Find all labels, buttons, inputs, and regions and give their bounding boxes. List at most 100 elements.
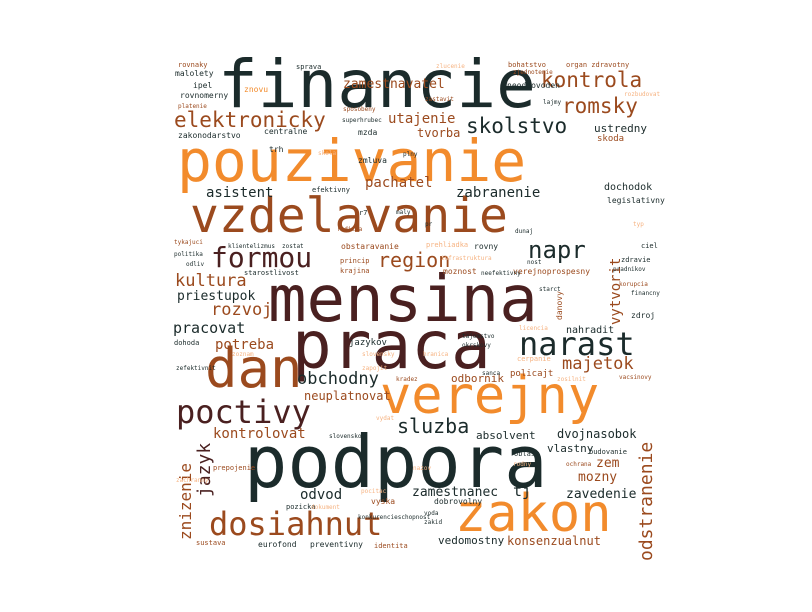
word-okrskovy: okrskovy: [462, 342, 491, 349]
word-odbornik: odbornik: [451, 372, 504, 385]
word-neoddovoden: neoddovoden: [507, 81, 560, 90]
word-tykajuci: tykajuci: [174, 239, 203, 246]
word-ipel: ipel: [193, 81, 213, 90]
word-tvorba: tvorba: [417, 126, 461, 140]
word-sustava: sustava: [196, 539, 226, 547]
word-rodny: rodny: [513, 461, 532, 468]
word-rovnomerny: rovnomerny: [180, 91, 229, 100]
word-dunaj: dunaj: [515, 228, 534, 235]
word-budovanie: budovanie: [589, 448, 627, 456]
word-dohoda: dohoda: [174, 339, 200, 347]
word-jazykov: jazykov: [349, 338, 387, 348]
word-nahradit: nahradit: [566, 325, 615, 336]
word-financie: financie: [218, 46, 536, 123]
word-zastavit: zastavit: [425, 96, 454, 103]
word-kontrola: kontrola: [541, 68, 643, 92]
word-prepojenie: prepojenie: [213, 464, 256, 472]
word-absolvent: absolvent: [476, 429, 536, 442]
word-kontrolovat: kontrolovat: [213, 426, 306, 442]
word-odstranenie: odstranenie: [636, 441, 657, 561]
word-preventivny: preventivny: [310, 540, 363, 549]
word-asistent: asistent: [206, 185, 274, 201]
word-sluzba: sluzba: [397, 414, 470, 438]
word-napr: napr: [528, 236, 586, 264]
word-praca: praca: [292, 307, 491, 384]
word-trh: trh: [269, 145, 284, 154]
word-konkurencieschopnost: konkurencieschopnost: [358, 514, 431, 521]
word-dokument: dokument: [311, 504, 340, 511]
word-organ-zdravotny: organ zdravotny: [566, 61, 630, 69]
word-zamestnanec: zamestnanec: [412, 485, 499, 500]
word-romsky: romsky: [562, 94, 638, 118]
word-pradnikov: pradnikov: [613, 266, 646, 273]
word-princip: princip: [340, 257, 370, 265]
word-zakonodarstvo: zakonodarstvo: [178, 131, 241, 140]
word-dan: dan: [205, 337, 303, 400]
word-zostat: zostat: [282, 243, 304, 250]
word-politika: politika: [174, 251, 203, 258]
word-zlucenie: zlucenie: [436, 63, 465, 70]
word-identita: identita: [374, 542, 408, 550]
word-platenie: platenie: [178, 103, 207, 110]
word-zamestnavatel: zamestnavatel: [343, 77, 445, 92]
word-legislativny: legislativny: [607, 196, 665, 205]
word-eurofond: eurofond: [258, 540, 297, 549]
word-skolstvo: skolstvo: [466, 114, 568, 138]
word-zosilnit: zosilnit: [557, 376, 586, 383]
word-starostlivost: starostlivost: [244, 269, 299, 277]
word-tajomstvo: tajomstvo: [462, 333, 495, 340]
word-neuplatnovat: neuplatnovat: [304, 389, 391, 403]
word-elektronicky: elektronicky: [174, 108, 326, 132]
word-lajmy: lajmy: [543, 99, 562, 106]
word-efektivny: efektivny: [312, 186, 350, 194]
word-vzdelavanie: vzdelavanie: [190, 188, 508, 244]
word-bohatstvo: bohatstvo: [508, 61, 546, 69]
word-hranica: hranica: [423, 351, 449, 358]
word-politik: slovensky: [362, 351, 395, 358]
word-rovnaky: rovnaky: [178, 61, 208, 69]
word-prehliadka: prehliadka: [426, 241, 469, 249]
word-policajt: policajt: [510, 369, 554, 379]
word-mzda: mzda: [358, 128, 378, 137]
word-pocitac: pocitac: [361, 488, 387, 495]
word-financny: financny: [631, 290, 660, 297]
word-mensina: mensina: [268, 263, 538, 337]
word-vlastny: vlastny: [547, 442, 594, 455]
word-zmluva: zmluva: [358, 156, 387, 165]
word-vacsinovy: vacsinovy: [619, 374, 652, 381]
word-zapojit: zapojit: [362, 365, 388, 372]
word-utajenie: utajenie: [388, 111, 456, 127]
word-znovu: znovu: [244, 85, 269, 94]
word-vyska: vyska: [371, 497, 396, 506]
word-oblast: oblast: [514, 450, 540, 458]
word-voda: voda: [424, 510, 439, 517]
word-podpora: podpora: [244, 420, 548, 504]
word-dobrovolny: dobrovolny: [434, 497, 483, 506]
word-pouzivanie: pouzivanie: [177, 127, 527, 195]
word-sanca: sanca: [482, 370, 501, 377]
word-krajina: krajina: [340, 267, 370, 275]
word-maly: maly: [396, 209, 411, 216]
word-narast: narast: [519, 325, 635, 363]
word-zjednotenie: zjednotenie: [513, 69, 553, 76]
word-odvod: odvod: [300, 487, 343, 503]
word-sprava: sprava: [296, 63, 322, 71]
word-centralne: centralne: [264, 127, 308, 136]
word-jazyk: jazyk: [194, 442, 215, 497]
word-dochodok: dochodok: [604, 182, 653, 193]
word-pr: pr: [425, 221, 433, 228]
word-majetok: majetok: [562, 354, 634, 374]
word-obchodny: obchodny: [297, 369, 379, 389]
word-zdravotnictvo: zoznam: [232, 351, 254, 358]
word-potreba: potreba: [215, 337, 275, 353]
word-rodicia: rodicia: [337, 226, 363, 233]
word-region: region: [378, 248, 451, 272]
word-kradez: kradez: [396, 376, 418, 383]
word-pitny: plny: [403, 151, 418, 158]
word-znizenie: znizenie: [176, 462, 195, 540]
word-zdravie: zdravie: [621, 256, 651, 264]
word-zabranenie: zabranenie: [456, 185, 541, 201]
word-rovny: rovny: [474, 242, 499, 251]
word-priestupok: priestupok: [177, 289, 256, 304]
